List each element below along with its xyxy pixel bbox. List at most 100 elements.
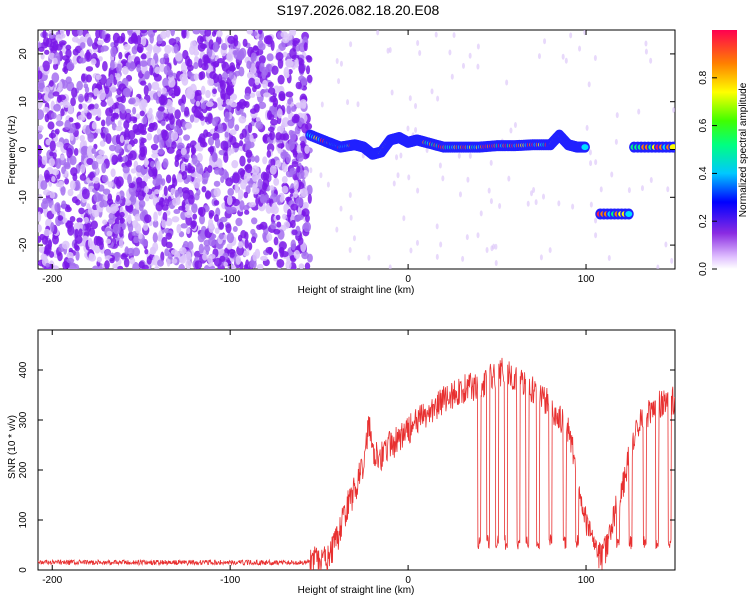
faint-blob — [530, 190, 534, 197]
noise-blob — [266, 233, 273, 242]
noise-blob — [307, 193, 312, 204]
noise-blob — [264, 194, 270, 201]
noise-blob — [56, 94, 62, 103]
noise-blob — [73, 148, 79, 156]
noise-blob — [272, 251, 279, 260]
noise-blob — [196, 152, 203, 163]
noise-blob — [78, 207, 85, 215]
noise-blob — [170, 187, 176, 194]
noise-blob — [278, 241, 287, 250]
noise-blob — [280, 31, 288, 38]
noise-blob — [242, 38, 248, 47]
noise-blob — [38, 125, 44, 131]
noise-blob — [275, 51, 284, 61]
noise-blob — [79, 134, 85, 142]
noise-blob — [108, 144, 117, 152]
noise-blob — [205, 101, 214, 108]
noise-blob — [70, 97, 76, 107]
noise-blob — [297, 205, 302, 216]
noise-blob — [217, 123, 223, 131]
noise-blob — [140, 35, 147, 47]
noise-blob — [139, 141, 145, 153]
noise-blob — [38, 97, 43, 109]
faint-blob — [505, 79, 509, 86]
noise-blob — [160, 95, 168, 106]
noise-blob — [161, 129, 170, 141]
noise-blob — [150, 143, 159, 151]
noise-blob — [55, 141, 64, 148]
noise-blob — [202, 172, 209, 184]
noise-blob — [152, 30, 158, 33]
segment-mark — [669, 144, 675, 151]
noise-blob — [205, 190, 212, 199]
noise-blob — [38, 245, 45, 254]
faint-blob — [367, 254, 371, 261]
snr-ytick-label: 400 — [18, 361, 29, 378]
faint-blob — [465, 234, 469, 241]
noise-blob — [201, 62, 209, 71]
noise-blob — [176, 173, 183, 181]
noise-blob — [211, 151, 218, 163]
faint-blob — [476, 63, 480, 70]
noise-blob — [291, 115, 300, 124]
noise-blob — [151, 81, 160, 91]
faint-blob — [348, 247, 352, 254]
noise-blob — [196, 188, 201, 196]
noise-blob — [228, 71, 235, 80]
noise-blob — [300, 188, 308, 198]
noise-blob — [142, 116, 148, 125]
noise-blob — [297, 236, 304, 245]
noise-blob — [283, 66, 290, 78]
noise-blob — [67, 105, 74, 115]
noise-blob — [252, 252, 258, 262]
noise-blob — [92, 176, 100, 184]
noise-blob — [265, 63, 273, 73]
noise-blob — [84, 86, 90, 94]
noise-blob — [227, 187, 235, 197]
faint-blob — [392, 180, 396, 187]
noise-blob — [52, 63, 59, 70]
noise-blob — [106, 78, 111, 87]
noise-blob — [119, 109, 127, 120]
faint-blob — [409, 247, 413, 254]
noise-blob — [64, 170, 69, 178]
noise-blob — [287, 98, 292, 105]
noise-blob — [303, 221, 312, 233]
noise-blob — [153, 211, 158, 222]
noise-blob — [55, 34, 63, 42]
noise-blob — [286, 105, 292, 115]
noise-blob — [231, 159, 239, 169]
noise-blob — [287, 32, 293, 41]
noise-blob — [107, 181, 114, 188]
noise-blob — [237, 195, 243, 201]
noise-blob — [83, 216, 89, 223]
noise-blob — [127, 173, 132, 185]
noise-blob — [77, 30, 83, 36]
faint-blob — [476, 232, 480, 239]
noise-blob — [127, 54, 133, 63]
faint-blob — [348, 192, 352, 199]
noise-blob — [138, 232, 143, 240]
noise-blob — [230, 93, 238, 101]
faint-blob — [349, 214, 353, 221]
noise-blob — [207, 255, 213, 264]
noise-blob — [153, 168, 158, 178]
faint-blob — [448, 49, 452, 56]
colorbar-tick-label: 0.6 — [698, 118, 709, 132]
noise-blob — [299, 99, 307, 105]
faint-blob — [346, 99, 350, 106]
noise-blob — [245, 140, 252, 150]
faint-blob — [320, 101, 324, 108]
noise-blob — [295, 102, 302, 109]
noise-blob — [69, 263, 77, 269]
noise-blob — [306, 253, 313, 263]
noise-blob — [245, 149, 253, 158]
noise-blob — [72, 55, 78, 65]
noise-blob — [300, 143, 306, 153]
noise-blob — [232, 198, 240, 207]
faint-blob — [585, 124, 589, 131]
noise-blob — [96, 39, 104, 46]
faint-blob — [564, 57, 568, 64]
noise-blob — [269, 165, 277, 175]
noise-blob — [213, 214, 219, 223]
